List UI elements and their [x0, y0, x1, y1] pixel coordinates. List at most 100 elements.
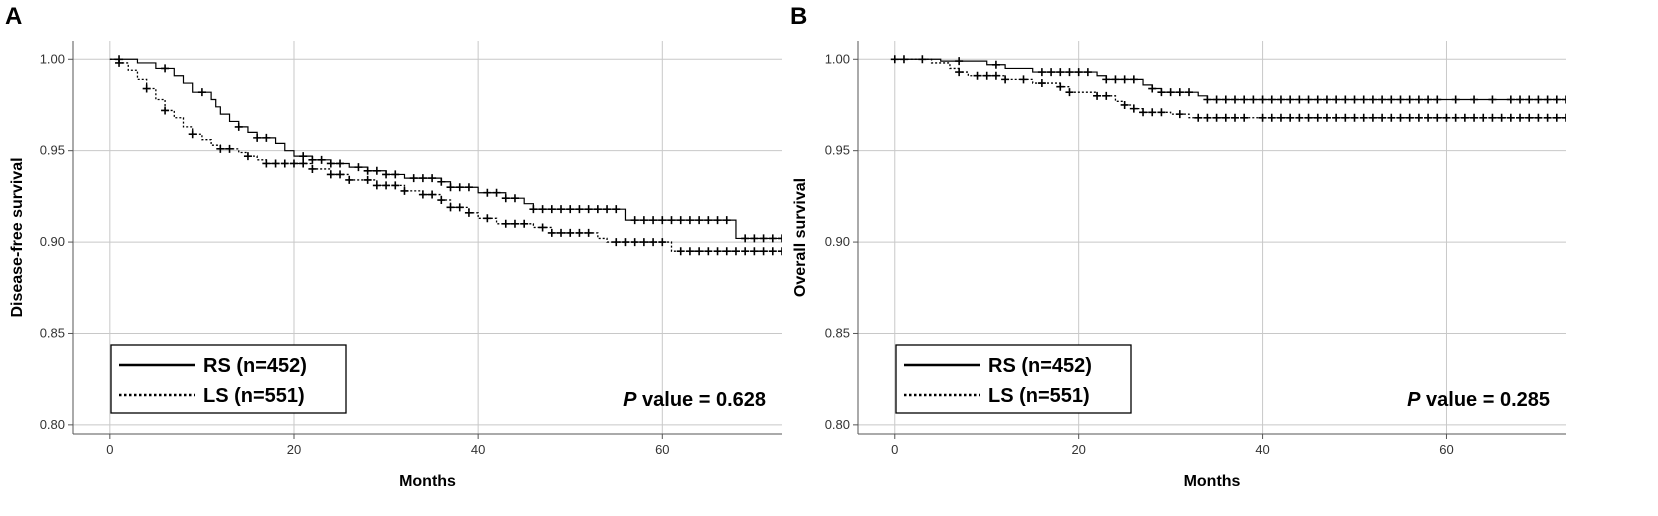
censor-mark: [1240, 95, 1249, 104]
censor-mark: [768, 234, 777, 243]
p-value-annotation: P value = 0.628: [623, 389, 766, 411]
censor-mark: [1552, 113, 1561, 122]
censor-mark: [1056, 68, 1065, 77]
x-tick-label: 60: [1439, 442, 1453, 457]
censor-mark: [1332, 113, 1341, 122]
censor-mark: [1065, 68, 1074, 77]
censor-mark: [188, 130, 197, 139]
censor-mark: [1267, 95, 1276, 104]
censor-mark: [1185, 88, 1194, 97]
censor-mark: [382, 170, 391, 179]
censor-mark: [1516, 113, 1525, 122]
panel-letter: A: [5, 3, 22, 30]
series-ls: [894, 58, 1566, 122]
censor-mark: [1534, 113, 1543, 122]
y-axis-title: Overall survival: [792, 178, 809, 297]
legend-box: [895, 344, 1132, 414]
censor-mark: [538, 205, 547, 214]
censor-mark: [161, 64, 170, 73]
x-axis-title: Months: [399, 473, 456, 490]
censor-mark: [1129, 104, 1138, 113]
series-rs: [109, 55, 782, 243]
x-tick-label: 40: [471, 442, 485, 457]
censor-mark: [1359, 95, 1368, 104]
censor-mark: [630, 216, 639, 225]
y-tick-label: 0.90: [825, 234, 850, 249]
censor-mark: [1433, 95, 1442, 104]
censor-mark: [612, 205, 621, 214]
censor-mark: [695, 247, 704, 256]
censor-mark: [566, 228, 575, 237]
censor-mark: [955, 68, 964, 77]
censor-mark: [685, 247, 694, 256]
censor-mark: [649, 216, 658, 225]
survival-curve: [109, 58, 782, 240]
censor-mark: [1230, 95, 1239, 104]
censor-mark: [234, 122, 243, 131]
censor-mark: [1378, 113, 1387, 122]
censor-mark: [1506, 113, 1515, 122]
censor-mark: [492, 188, 501, 197]
censor-mark: [584, 205, 593, 214]
censor-mark: [464, 183, 473, 192]
censor-mark: [428, 190, 437, 199]
censor-mark: [400, 186, 409, 195]
censor-mark: [1378, 95, 1387, 104]
censor-mark: [455, 183, 464, 192]
censor-mark: [336, 159, 345, 168]
y-tick-label: 1.00: [40, 51, 65, 66]
censor-mark: [741, 234, 750, 243]
censor-mark: [722, 216, 731, 225]
censor-mark: [630, 238, 639, 247]
censor-mark: [1258, 95, 1267, 104]
censor-mark: [1249, 95, 1258, 104]
censor-mark: [326, 170, 335, 179]
censor-mark: [1534, 95, 1543, 104]
censor-mark: [1470, 113, 1479, 122]
legend-label-rs: RS (n=452): [203, 355, 307, 377]
y-tick-label: 1.00: [825, 51, 850, 66]
censor-mark: [345, 175, 354, 184]
censor-mark: [1350, 113, 1359, 122]
x-axis-title: Months: [1184, 473, 1241, 490]
censor-mark: [731, 247, 740, 256]
censor-mark: [1065, 88, 1074, 97]
censor-mark: [575, 228, 584, 237]
plot-area: [890, 55, 1566, 122]
censor-mark: [557, 205, 566, 214]
legend: RS (n=452) LS (n=551): [895, 344, 1132, 414]
y-axis-title: Disease-free survival: [9, 157, 26, 317]
censor-mark: [750, 234, 759, 243]
p-value-text: value = 0.285: [1420, 389, 1550, 411]
censor-mark: [1552, 95, 1561, 104]
x-tick-label: 0: [106, 442, 113, 457]
censor-mark: [1368, 113, 1377, 122]
censor-mark: [308, 155, 317, 164]
panel-B: 0 20 40 60 0.80 0.85 0.90 0.95 1.00 B Months Overal…: [790, 3, 1566, 490]
censor-mark: [289, 159, 298, 168]
censor-mark: [713, 247, 722, 256]
censor-mark: [1102, 75, 1111, 84]
series-ls: [109, 58, 782, 256]
y-tick-label: 0.95: [825, 143, 850, 158]
censor-mark: [741, 247, 750, 256]
censor-mark: [1506, 95, 1515, 104]
survival-curve: [109, 58, 782, 252]
censor-mark: [768, 247, 777, 256]
censor-mark: [391, 170, 400, 179]
censor-mark: [1322, 95, 1331, 104]
censor-mark: [1470, 95, 1479, 104]
censor-mark: [336, 170, 345, 179]
censor-mark: [271, 159, 280, 168]
censor-mark: [1414, 95, 1423, 104]
censor-mark: [363, 166, 372, 175]
censor-mark: [262, 133, 271, 142]
censor-mark: [1405, 113, 1414, 122]
censor-mark: [639, 238, 648, 247]
censor-mark: [778, 234, 782, 243]
censor-mark: [1322, 113, 1331, 122]
p-value-text: value = 0.628: [636, 389, 766, 411]
censor-mark: [1221, 95, 1230, 104]
plot-area: [109, 55, 782, 256]
censor-mark: [1286, 113, 1295, 122]
